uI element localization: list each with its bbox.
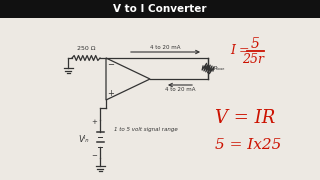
Text: 5 = Ix25: 5 = Ix25 bbox=[215, 138, 281, 152]
Text: 1 to 5 volt signal range: 1 to 5 volt signal range bbox=[114, 127, 178, 132]
Text: 4 to 20 mA: 4 to 20 mA bbox=[165, 87, 195, 92]
Text: −: − bbox=[91, 153, 97, 159]
Text: 250 Ω: 250 Ω bbox=[77, 46, 95, 51]
Text: 4 to 20 mA: 4 to 20 mA bbox=[150, 45, 181, 50]
Text: Rₗₒₐₑ: Rₗₒₐₑ bbox=[213, 66, 225, 71]
Text: −: − bbox=[108, 60, 115, 69]
Text: +: + bbox=[91, 119, 97, 125]
Text: +: + bbox=[108, 89, 115, 98]
Text: 25r: 25r bbox=[242, 53, 264, 66]
Text: 5: 5 bbox=[251, 37, 260, 51]
Text: I =: I = bbox=[230, 44, 250, 57]
Text: V to I Converter: V to I Converter bbox=[113, 4, 207, 14]
Text: V = IR: V = IR bbox=[215, 109, 275, 127]
Bar bbox=[0, 0, 320, 18]
Text: Vᴵₙ: Vᴵₙ bbox=[79, 134, 89, 143]
